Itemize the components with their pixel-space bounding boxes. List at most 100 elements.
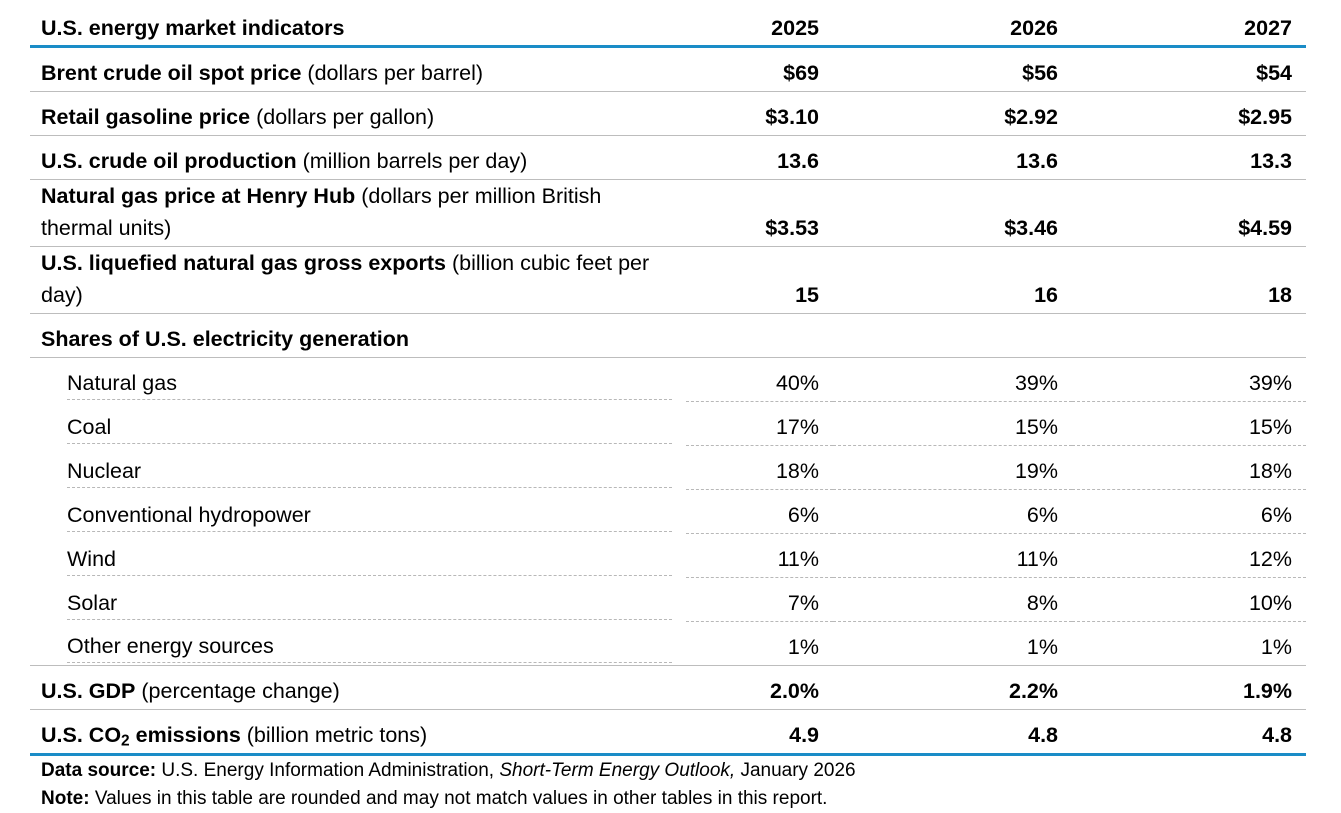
source-name: Conventional hydropower	[67, 499, 672, 532]
indicator-name: Natural gas price at Henry Hub	[41, 184, 356, 208]
indicator-name: U.S. liquefied natural gas gross exports	[41, 251, 447, 275]
value-2026: 16	[833, 246, 1072, 314]
value-2027: 18%	[1072, 445, 1306, 490]
year-header-2025: 2025	[686, 10, 833, 48]
indicator-name: U.S. GDP	[41, 679, 136, 703]
row-gasoline-price: Retail gasoline price (dollars per gallo…	[30, 91, 1306, 136]
note-label: Note:	[41, 788, 90, 809]
row-share-natural-gas: Natural gas 40% 39% 39%	[30, 357, 1306, 402]
source-name: Coal	[67, 411, 672, 444]
energy-indicators-figure: U.S. energy market indicators 2025 2026 …	[30, 10, 1306, 813]
indicator-unit: (billion cubic feet per day)	[41, 251, 650, 307]
value-2026: 19%	[833, 445, 1072, 490]
value-2025: 11%	[686, 533, 833, 578]
value-2025: 2.0%	[686, 665, 833, 710]
indicator-unit: (dollars per gallon)	[250, 105, 435, 129]
row-label: U.S. CO2 emissions (billion metric tons)	[30, 709, 686, 756]
source-name: Solar	[67, 587, 672, 620]
indicator-unit: (billion metric tons)	[240, 723, 428, 747]
row-lng-exports: U.S. liquefied natural gas gross exports…	[30, 246, 1306, 314]
value-2027: $4.59	[1072, 179, 1306, 247]
indicator-name-prefix: U.S. CO	[41, 723, 122, 747]
value-2025: 18%	[686, 445, 833, 490]
value-2025: 13.6	[686, 135, 833, 180]
year-header-2026: 2026	[833, 10, 1072, 48]
indicator-name-suffix: emissions	[129, 723, 241, 747]
value-2027: 12%	[1072, 533, 1306, 578]
indicator-unit: (dollars per barrel)	[301, 61, 484, 85]
year-header-2027: 2027	[1072, 10, 1306, 48]
value-2026: 6%	[833, 489, 1072, 534]
value-2025: 1%	[686, 621, 833, 666]
value-2026: $2.92	[833, 91, 1072, 136]
indicator-name: U.S. CO2 emissions	[41, 723, 241, 750]
value-2025: 40%	[686, 357, 833, 402]
row-co2-emissions: U.S. CO2 emissions (billion metric tons)…	[30, 709, 1306, 756]
table-title: U.S. energy market indicators	[30, 10, 686, 48]
row-share-other: Other energy sources 1% 1% 1%	[30, 621, 1306, 666]
row-share-solar: Solar 7% 8% 10%	[30, 577, 1306, 622]
value-2026: 11%	[833, 533, 1072, 578]
row-share-hydropower: Conventional hydropower 6% 6% 6%	[30, 489, 1306, 534]
value-2027: $54	[1072, 46, 1306, 92]
row-label: U.S. crude oil production (million barre…	[30, 135, 686, 180]
data-source-label: Data source:	[41, 760, 157, 781]
indicator-unit: (percentage change)	[135, 679, 340, 703]
row-label: Conventional hydropower	[30, 490, 686, 534]
row-label: Retail gasoline price (dollars per gallo…	[30, 91, 686, 136]
indicator-name-subscript: 2	[121, 732, 130, 750]
row-crude-production: U.S. crude oil production (million barre…	[30, 135, 1306, 180]
row-label: U.S. GDP (percentage change)	[30, 665, 686, 710]
row-label: Wind	[30, 534, 686, 578]
row-share-nuclear: Nuclear 18% 19% 18%	[30, 445, 1306, 490]
value-2027: 10%	[1072, 577, 1306, 622]
value-2025: 6%	[686, 489, 833, 534]
row-share-wind: Wind 11% 11% 12%	[30, 533, 1306, 578]
value-2026: 2.2%	[833, 665, 1072, 710]
row-share-coal: Coal 17% 15% 15%	[30, 401, 1306, 446]
value-2027: $2.95	[1072, 91, 1306, 136]
source-name: Natural gas	[67, 367, 672, 400]
value-2027: 4.8	[1072, 709, 1306, 756]
value-2027: 39%	[1072, 357, 1306, 402]
source-name: Other energy sources	[67, 630, 672, 663]
value-2025: 7%	[686, 577, 833, 622]
header-row: U.S. energy market indicators 2025 2026 …	[30, 10, 1306, 48]
value-2026: 1%	[833, 621, 1072, 666]
value-2025: $3.53	[686, 179, 833, 247]
value-2027: 1.9%	[1072, 665, 1306, 710]
value-2026: 13.6	[833, 135, 1072, 180]
value-2026: $56	[833, 46, 1072, 92]
value-2025: 17%	[686, 401, 833, 446]
row-gdp: U.S. GDP (percentage change) 2.0% 2.2% 1…	[30, 665, 1306, 710]
value-2026: 39%	[833, 357, 1072, 402]
data-source-line: Data source: U.S. Energy Information Adm…	[41, 757, 1306, 785]
row-label: Brent crude oil spot price (dollars per …	[30, 46, 686, 92]
row-label: Natural gas	[30, 358, 686, 402]
row-label: Nuclear	[30, 446, 686, 490]
value-2027: 13.3	[1072, 135, 1306, 180]
note-text: Values in this table are rounded and may…	[89, 788, 828, 809]
row-brent-price: Brent crude oil spot price (dollars per …	[30, 46, 1306, 92]
row-electricity-shares-heading: Shares of U.S. electricity generation	[30, 313, 1306, 358]
row-label: U.S. liquefied natural gas gross exports…	[30, 246, 686, 314]
value-2027: 18	[1072, 246, 1306, 314]
row-label: Solar	[30, 578, 686, 622]
indicator-unit: (dollars per million British thermal uni…	[41, 184, 602, 240]
value-2027: 15%	[1072, 401, 1306, 446]
value-2027: 6%	[1072, 489, 1306, 534]
indicator-name: Brent crude oil spot price	[41, 61, 302, 85]
row-label: Other energy sources	[30, 621, 686, 666]
data-source-date: January 2026	[735, 760, 856, 781]
row-label: Natural gas price at Henry Hub (dollars …	[30, 179, 686, 247]
value-2026: 4.8	[833, 709, 1072, 756]
indicator-name: U.S. crude oil production	[41, 149, 297, 173]
indicators-table: U.S. energy market indicators 2025 2026 …	[30, 10, 1306, 756]
data-source-text: U.S. Energy Information Administration,	[156, 760, 500, 781]
table-notes: Data source: U.S. Energy Information Adm…	[30, 757, 1306, 813]
group-heading: Shares of U.S. electricity generation	[30, 313, 686, 358]
value-2026: $3.46	[833, 179, 1072, 247]
value-2027: 1%	[1072, 621, 1306, 666]
indicator-name: Retail gasoline price	[41, 105, 251, 129]
source-name: Nuclear	[67, 455, 672, 488]
